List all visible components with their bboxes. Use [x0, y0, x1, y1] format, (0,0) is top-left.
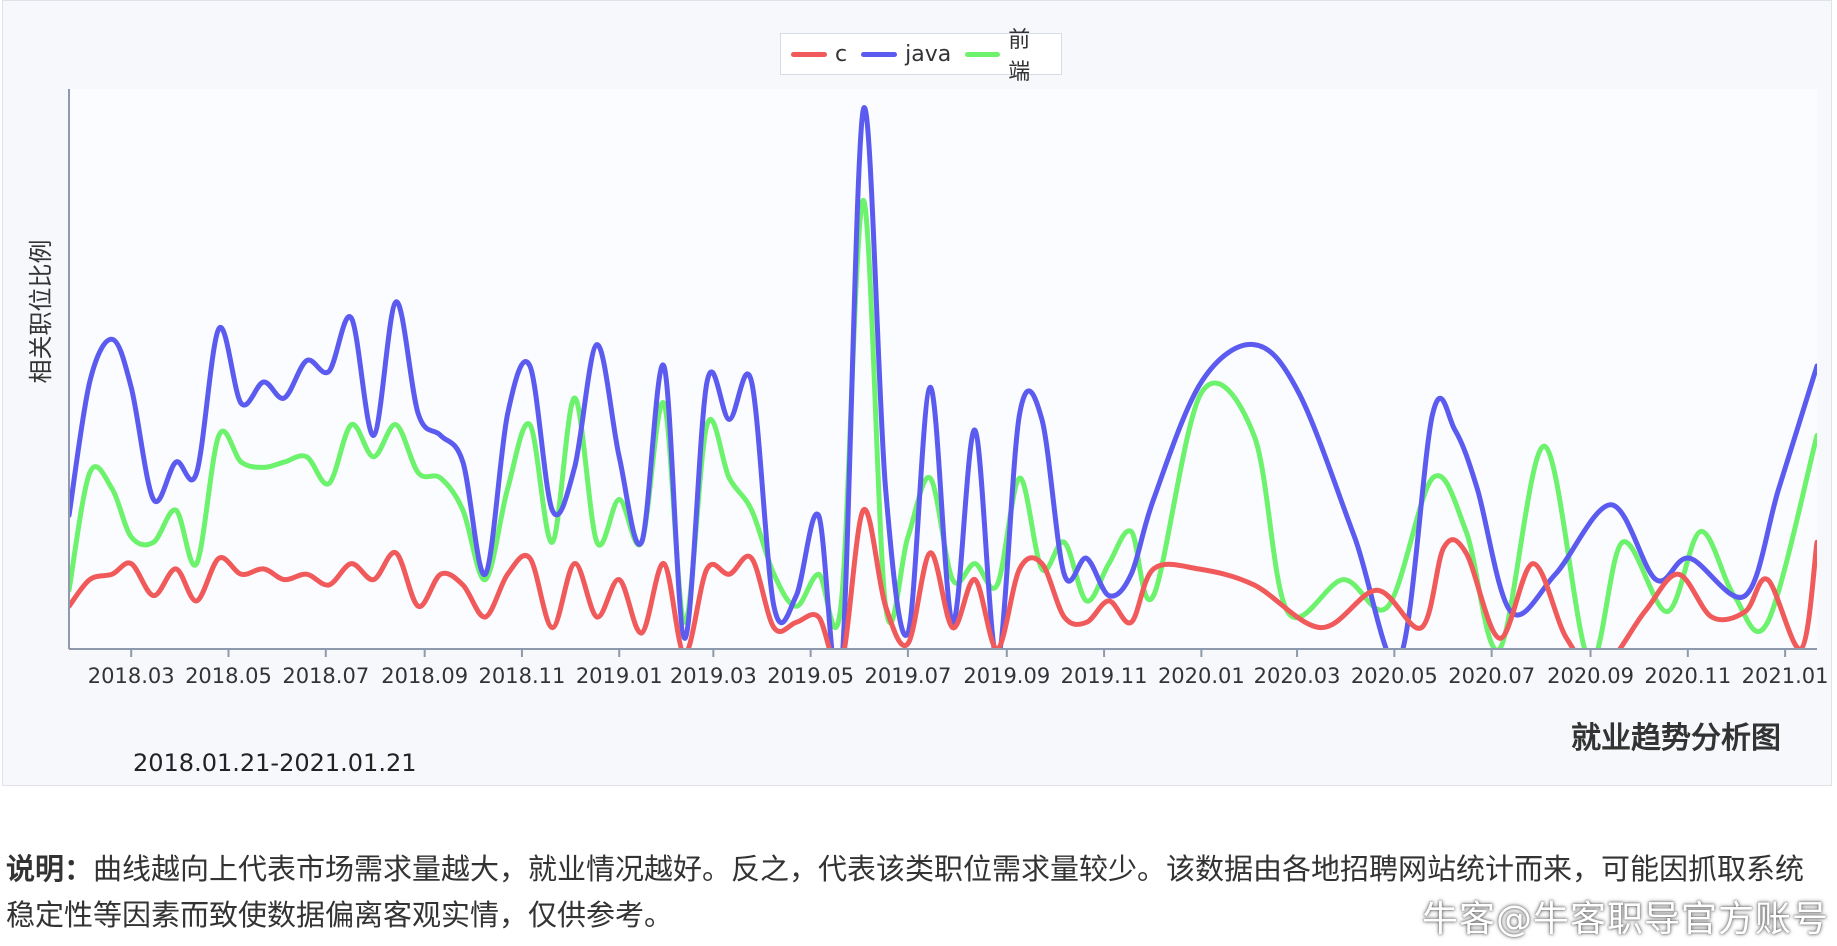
legend-swatch: [791, 51, 827, 57]
x-tick-label: 2020.03: [1254, 664, 1341, 688]
series-line-前端: [69, 197, 1817, 649]
legend-label: java: [905, 41, 952, 67]
x-tick-label: 2020.01: [1158, 664, 1245, 688]
legend: c java 前端: [780, 28, 1062, 85]
x-tick-label: 2020.07: [1448, 664, 1535, 688]
x-tick-label: 2018.05: [185, 664, 272, 688]
legend-item: java: [861, 42, 951, 67]
caption-label: 说明：: [6, 852, 94, 886]
chart-subtitle: 就业趋势分析图: [1571, 721, 1781, 756]
series-line-c: [69, 507, 1817, 649]
x-tick-label: 2018.07: [282, 664, 369, 688]
x-tick-label: 2018.11: [479, 664, 566, 688]
x-tick-label: 2018.09: [381, 664, 468, 688]
legend-label: c: [835, 41, 848, 67]
legend-swatch: [965, 51, 1001, 57]
x-tick-label: 2019.07: [864, 664, 951, 688]
x-tick-label: 2020.05: [1351, 664, 1438, 688]
legend-swatch: [861, 51, 898, 57]
chart-panel: 2018.03 2018.05 2018.07 2018.09 2018.11 2019.…: [2, 0, 1832, 786]
line-chart: 2018.03 2018.05 2018.07 2018.09 2018.11 2019.…: [68, 89, 1829, 688]
legend-label: 前端: [1008, 28, 1031, 85]
x-tick-label: 2019.03: [670, 664, 757, 688]
legend-item: 前端: [965, 22, 1051, 86]
series-line-java: [69, 105, 1817, 649]
caption-text: 曲线越向上代表市场需求量越大，就业情况越好。反之，代表该类职位需求量较少。该数据…: [6, 852, 1805, 932]
legend-item: c: [791, 42, 847, 67]
date-range: 2018.01.21-2021.01.21: [133, 749, 417, 777]
x-tick-label: 2020.11: [1644, 664, 1731, 688]
description-caption: 说明：曲线越向上代表市场需求量越大，就业情况越好。反之，代表该类职位需求量较少。…: [6, 846, 1832, 938]
x-tick-label: 2021.01: [1742, 664, 1829, 688]
x-tick-label: 2019.11: [1061, 664, 1148, 688]
x-tick-label: 2019.01: [576, 664, 663, 688]
y-axis-label: 相关职位比例: [27, 239, 55, 384]
watermark: 牛客@牛客职导官方账号: [1421, 899, 1829, 940]
x-tick-label: 2019.09: [963, 664, 1050, 688]
series-group: [69, 105, 1817, 649]
x-tick-label: 2020.09: [1547, 664, 1634, 688]
x-tick-label: 2019.05: [767, 664, 854, 688]
x-tick-label: 2018.03: [88, 664, 175, 688]
